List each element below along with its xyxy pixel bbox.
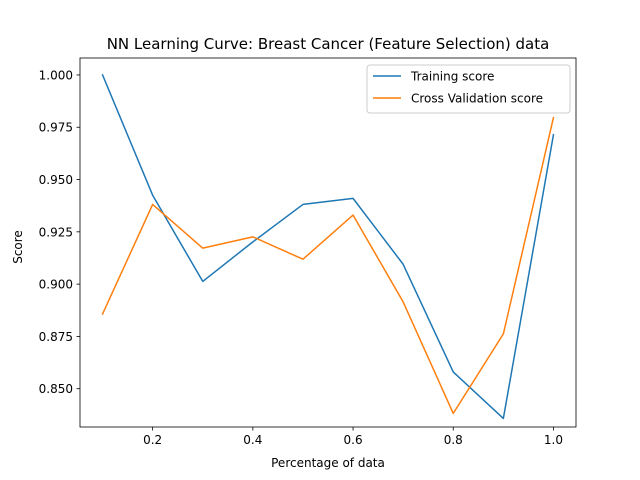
- x-tick-label: 0.2: [143, 433, 162, 447]
- legend-label-2: Cross Validation score: [411, 92, 543, 106]
- chart-title: NN Learning Curve: Breast Cancer (Featur…: [107, 35, 550, 53]
- y-axis-label: Score: [11, 230, 25, 264]
- x-tick-label: 1.0: [544, 433, 563, 447]
- plot-background: [80, 58, 576, 427]
- legend-label-1: Training score: [410, 70, 494, 84]
- y-tick-label: 0.975: [39, 121, 73, 135]
- series-layer: [101, 73, 555, 420]
- axes-frame: [79, 57, 577, 428]
- x-tick-label: 0.4: [243, 433, 262, 447]
- series-line-1: [101, 73, 555, 420]
- axes-layer: 0.2 0.4 0.6 0.8 1.0 0.850 0.875 0.900 0.925 0.950…: [39, 57, 577, 447]
- y-tick-label: 0.875: [39, 330, 73, 344]
- series-line-2: [101, 116, 555, 415]
- legend-box: [366, 64, 571, 114]
- y-tick-label: 0.900: [39, 278, 73, 292]
- y-tick-label: 1.000: [39, 68, 73, 82]
- x-axis-label: Percentage of data: [271, 456, 385, 470]
- y-tick-label: 0.950: [39, 173, 73, 187]
- y-tick-label: 0.925: [39, 225, 73, 239]
- plot-area: [80, 58, 576, 427]
- y-tick-label: 0.850: [39, 382, 73, 396]
- x-tick-label: 0.6: [344, 433, 363, 447]
- x-tick-label: 0.8: [444, 433, 463, 447]
- legend: Training score Cross Validation score: [366, 64, 571, 114]
